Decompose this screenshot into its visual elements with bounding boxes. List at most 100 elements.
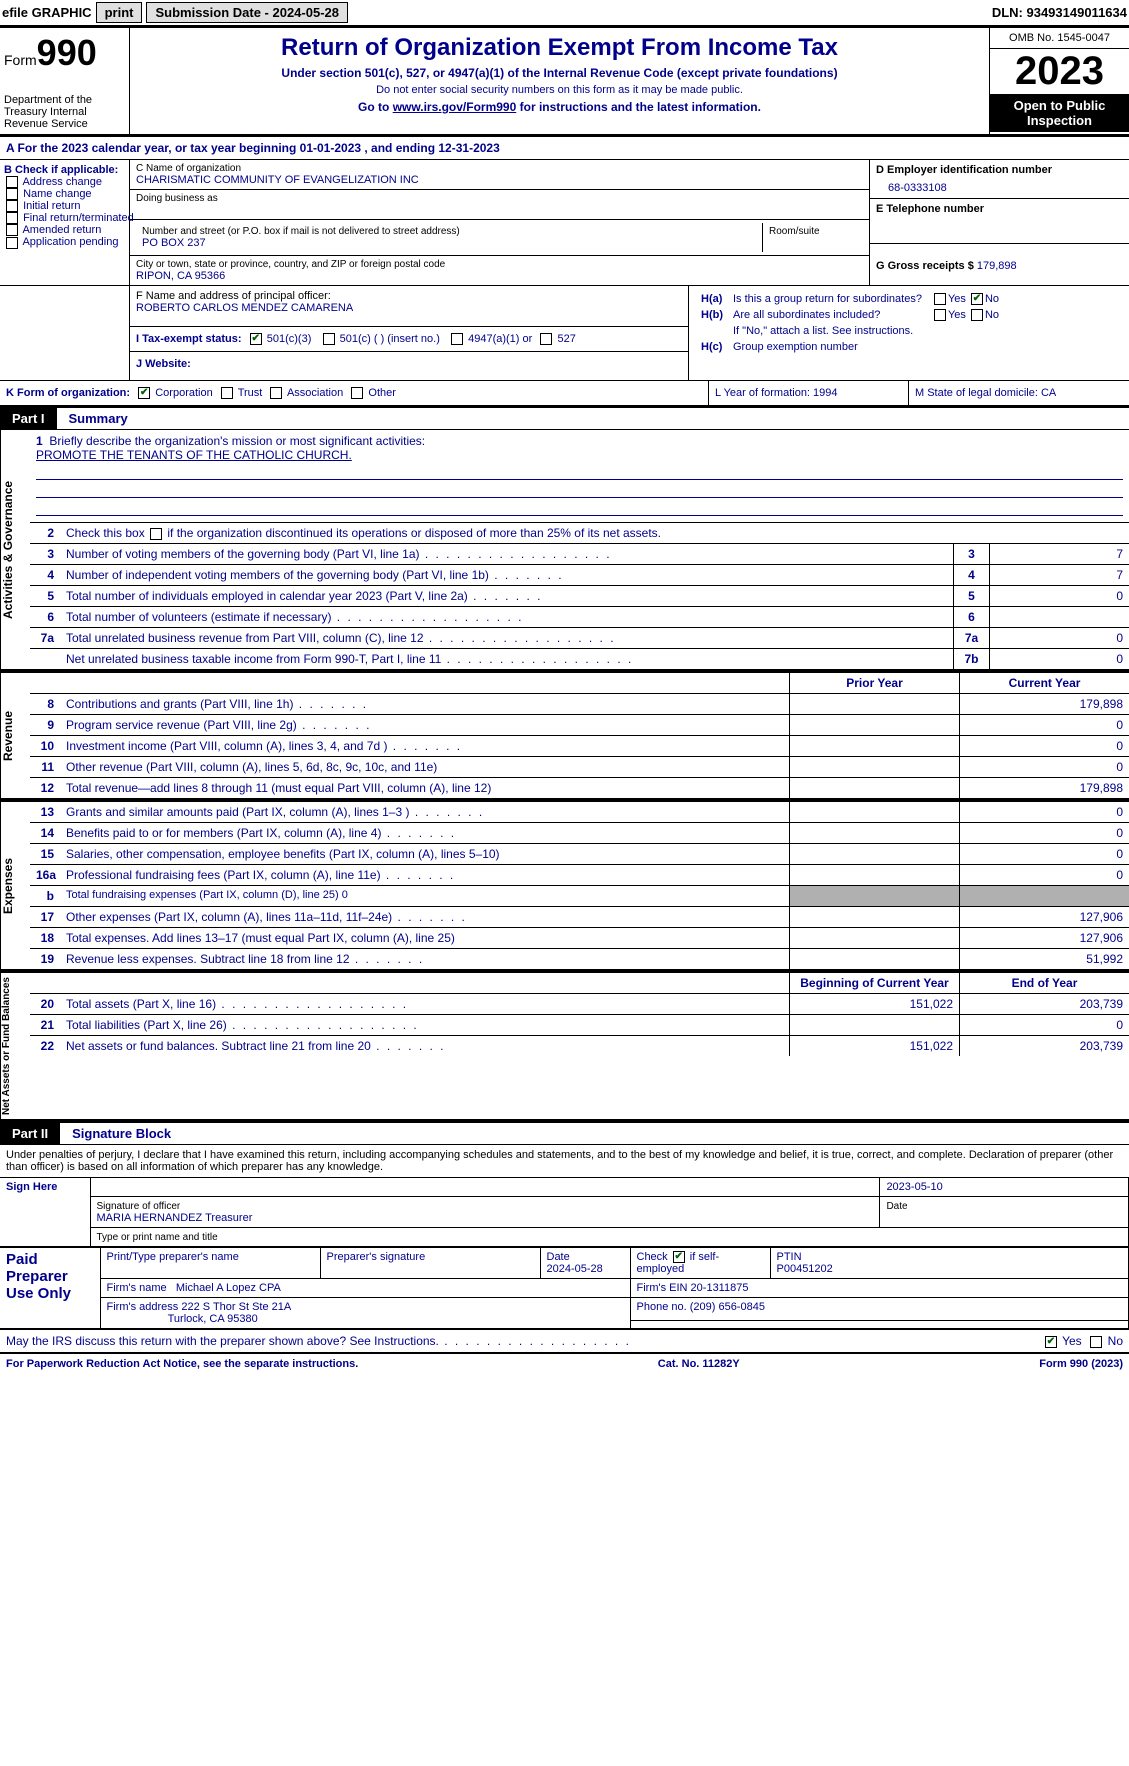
expenses-section: Expenses 13Grants and similar amounts pa… (0, 800, 1129, 971)
instructions-link[interactable]: www.irs.gov/Form990 (393, 100, 517, 114)
firm-ein: 20-1311875 (691, 1282, 749, 1294)
r15-d: Salaries, other compensation, employee b… (60, 844, 789, 864)
entity-block: B Check if applicable: Address change Na… (0, 160, 1129, 286)
row7a-n: 7a (953, 628, 989, 648)
cb-assoc[interactable] (270, 387, 282, 399)
perjury-text: Under penalties of perjury, I declare th… (0, 1145, 1129, 1177)
opt-amended: Amended return (22, 224, 101, 236)
discuss-yes: Yes (1062, 1334, 1082, 1348)
row5-desc: Total number of individuals employed in … (60, 586, 953, 606)
subtitle-1: Under section 501(c), 527, or 4947(a)(1)… (136, 66, 983, 80)
r16a-c: 0 (959, 865, 1129, 885)
no-1: No (985, 293, 999, 305)
r9-d: Program service revenue (Part VIII, line… (60, 715, 789, 735)
footer: For Paperwork Reduction Act Notice, see … (0, 1353, 1129, 1374)
cb-other[interactable] (351, 387, 363, 399)
part1-header: Part I Summary (0, 406, 1129, 430)
part1-tag: Part I (0, 408, 57, 429)
mission-text: PROMOTE THE TENANTS OF THE CATHOLIC CHUR… (36, 448, 352, 462)
cb-self-employed[interactable] (673, 1251, 685, 1263)
sig-officer: MARIA HERNANDEZ Treasurer (97, 1212, 253, 1224)
r17-p (789, 907, 959, 927)
h-note: If "No," attach a list. See instructions… (729, 324, 1003, 338)
prep-name-label: Print/Type preparer's name (107, 1251, 239, 1263)
hdr-prior: Prior Year (789, 673, 959, 693)
r16a-d: Professional fundraising fees (Part IX, … (60, 865, 789, 885)
r11-p (789, 757, 959, 777)
cb-initial[interactable] (6, 200, 18, 212)
opt-corp: Corporation (155, 387, 212, 399)
ptin: P00451202 (777, 1263, 833, 1275)
addr-label: Number and street (or P.O. box if mail i… (142, 226, 756, 237)
net-assets-section: Net Assets or Fund Balances Beginning of… (0, 971, 1129, 1121)
sig-type-label: Type or print name and title (97, 1232, 218, 1243)
r14-d: Benefits paid to or for members (Part IX… (60, 823, 789, 843)
row-fh: F Name and address of principal officer:… (0, 286, 1129, 381)
cb-trust[interactable] (221, 387, 233, 399)
r10-p (789, 736, 959, 756)
row5-n: 5 (953, 586, 989, 606)
cb-corp[interactable] (138, 387, 150, 399)
header-right: OMB No. 1545-0047 2023 Open to Public In… (989, 28, 1129, 134)
cb-discuss-no[interactable] (1090, 1336, 1102, 1348)
cb-ha-yes[interactable] (934, 293, 946, 305)
cb-discontinued[interactable] (150, 528, 162, 540)
row4-n: 4 (953, 565, 989, 585)
print-button[interactable]: print (96, 2, 143, 23)
r19-c: 51,992 (959, 949, 1129, 969)
r16b-c (959, 886, 1129, 906)
hdr-begin: Beginning of Current Year (789, 973, 959, 993)
part1-title: Summary (57, 411, 128, 426)
city: RIPON, CA 95366 (136, 270, 863, 282)
cb-501c3[interactable] (250, 333, 262, 345)
tax-year: 2023 (990, 49, 1129, 94)
r8-d: Contributions and grants (Part VIII, lin… (60, 694, 789, 714)
r22-c: 203,739 (959, 1036, 1129, 1056)
cb-discuss-yes[interactable] (1045, 1336, 1057, 1348)
ein: 68-0333108 (876, 176, 1123, 194)
part2-tag: Part II (0, 1123, 60, 1144)
cb-hb-no[interactable] (971, 309, 983, 321)
column-d: D Employer identification number 68-0333… (869, 160, 1129, 285)
org-name-label: C Name of organization (136, 163, 863, 174)
r22-p: 151,022 (789, 1036, 959, 1056)
ein-label: D Employer identification number (876, 164, 1123, 176)
opt-pending: Application pending (22, 236, 118, 248)
r21-p (789, 1015, 959, 1035)
sig-officer-label: Signature of officer (97, 1201, 181, 1212)
row-a-tax-year: A For the 2023 calendar year, or tax yea… (0, 137, 1129, 160)
r19-d: Revenue less expenses. Subtract line 18 … (60, 949, 789, 969)
cb-final[interactable] (6, 212, 18, 224)
efile-label: efile GRAPHIC (2, 5, 92, 20)
cb-address-change[interactable] (6, 176, 18, 188)
phone-label: E Telephone number (876, 203, 1123, 215)
opt-address-change: Address change (22, 176, 102, 188)
gross-label: G Gross receipts $ (876, 260, 974, 272)
part2-header: Part II Signature Block (0, 1121, 1129, 1145)
cb-527[interactable] (540, 333, 552, 345)
footer-left: For Paperwork Reduction Act Notice, see … (6, 1358, 358, 1370)
hc-label: Group exemption number (729, 340, 1003, 354)
cb-amended[interactable] (6, 224, 18, 236)
row7a-v: 0 (989, 628, 1129, 648)
opt-initial: Initial return (23, 200, 80, 212)
cb-hb-yes[interactable] (934, 309, 946, 321)
revenue-section: Revenue Prior YearCurrent Year 8Contribu… (0, 671, 1129, 800)
org-name: CHARISMATIC COMMUNITY OF EVANGELIZATION … (136, 174, 863, 186)
r8-p (789, 694, 959, 714)
r13-d: Grants and similar amounts paid (Part IX… (60, 802, 789, 822)
r8-c: 179,898 (959, 694, 1129, 714)
cb-501c[interactable] (323, 333, 335, 345)
cb-pending[interactable] (6, 237, 18, 249)
opt-trust: Trust (238, 387, 263, 399)
firm-addr-label: Firm's address (107, 1301, 179, 1313)
side-governance: Activities & Governance (0, 430, 30, 669)
firm-addr2: Turlock, CA 95380 (168, 1313, 258, 1325)
cb-4947[interactable] (451, 333, 463, 345)
k-label: K Form of organization: (6, 387, 130, 399)
cb-ha-no[interactable] (971, 293, 983, 305)
cb-name-change[interactable] (6, 188, 18, 200)
discuss-text: May the IRS discuss this return with the… (6, 1334, 631, 1348)
row6-desc: Total number of volunteers (estimate if … (60, 607, 953, 627)
row6-n: 6 (953, 607, 989, 627)
